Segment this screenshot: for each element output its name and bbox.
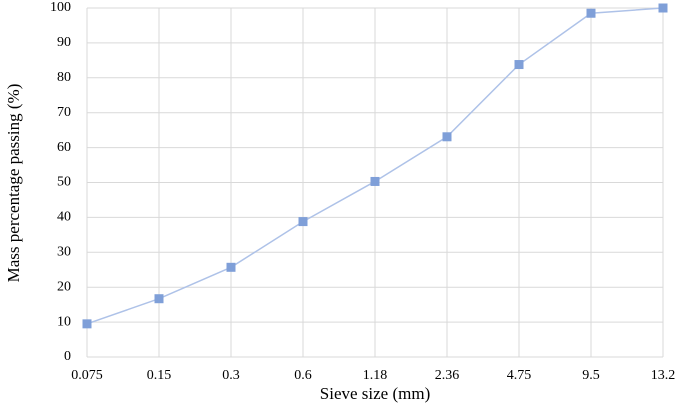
data-point: [514, 60, 524, 70]
x-tick-label: 9.5: [582, 368, 600, 383]
x-tick-label: 0.075: [71, 368, 103, 383]
data-point: [658, 3, 668, 13]
x-axis-title: Sieve size (mm): [320, 384, 430, 403]
x-tick-label: 2.36: [435, 368, 460, 383]
data-point: [442, 132, 452, 142]
y-tick-label: 30: [57, 245, 71, 260]
data-point: [154, 294, 164, 304]
data-point: [82, 319, 92, 329]
x-tick-label: 1.18: [363, 368, 388, 383]
data-point: [370, 176, 380, 186]
x-tick-label: 0.6: [294, 368, 312, 383]
y-tick-label: 40: [57, 210, 71, 225]
y-tick-label: 90: [57, 35, 71, 50]
data-point: [226, 262, 236, 272]
x-tick-label: 4.75: [507, 368, 532, 383]
y-tick-label: 70: [57, 105, 71, 120]
y-tick-label: 60: [57, 140, 71, 155]
y-tick-label: 50: [57, 175, 71, 190]
y-tick-label: 10: [57, 314, 71, 329]
y-tick-label: 100: [50, 0, 71, 15]
x-tick-label: 0.15: [147, 368, 172, 383]
x-tick-label: 13.2: [651, 368, 676, 383]
x-tick-label: 0.3: [222, 368, 240, 383]
data-point: [586, 8, 596, 18]
y-tick-label: 80: [57, 70, 71, 85]
y-tick-label: 0: [64, 349, 71, 364]
data-point: [298, 217, 308, 227]
y-axis-title: Mass percentage passing (%): [4, 84, 23, 283]
y-tick-label: 20: [57, 279, 71, 294]
